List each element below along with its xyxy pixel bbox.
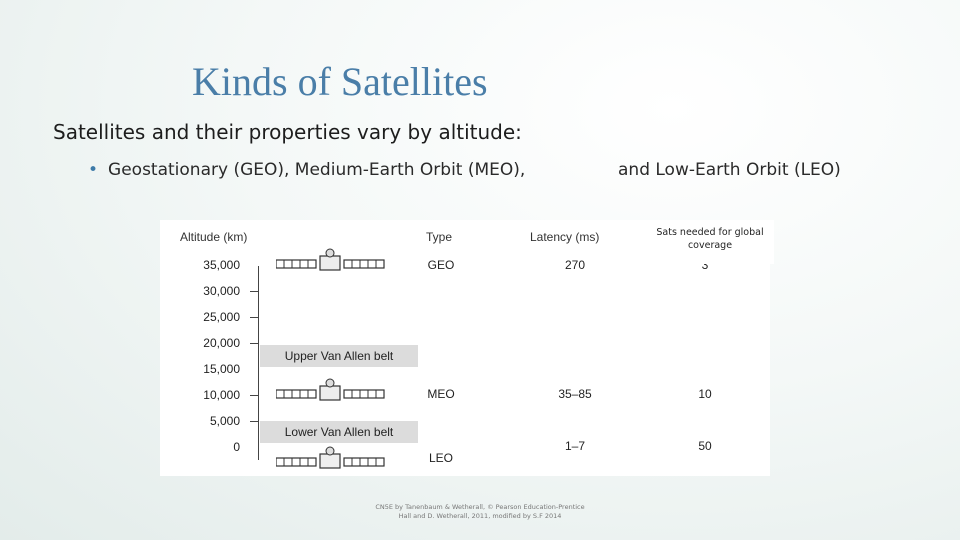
axis-tick xyxy=(250,421,259,422)
footer-line1: CN5E by Tanenbaum & Wetherall, © Pearson… xyxy=(375,503,585,511)
row-type: LEO xyxy=(428,451,453,465)
row-sats-needed: 3 xyxy=(701,258,709,272)
row-sats-needed: 10 xyxy=(698,387,712,401)
satellite-icon xyxy=(276,446,385,469)
altitude-tick-label: 5,000 xyxy=(209,414,240,428)
axis-tick xyxy=(250,395,259,396)
lower-van-allen-belt: Lower Van Allen belt xyxy=(260,421,418,443)
sats-needed-header: Sats needed for global coverage xyxy=(646,220,774,264)
axis-tick xyxy=(250,291,259,292)
slide-subtitle: Satellites and their properties vary by … xyxy=(53,120,522,144)
altitude-tick-label: 15,000 xyxy=(203,362,240,376)
row-type: MEO xyxy=(427,387,455,401)
row-sats-needed: 50 xyxy=(698,439,712,453)
footer-line2: Hall and D. Wetherall, 2011, modified by… xyxy=(398,512,562,520)
header-latency: Latency (ms) xyxy=(530,230,600,244)
satellite-icon xyxy=(276,248,385,271)
bullet-item: • Geostationary (GEO), Medium-Earth Orbit… xyxy=(88,160,841,180)
row-latency: 270 xyxy=(564,258,586,272)
row-latency: 35–85 xyxy=(558,387,592,401)
altitude-axis xyxy=(258,266,259,460)
bullet-dot-icon: • xyxy=(88,160,99,180)
bullet-text-part1: Geostationary (GEO), Medium-Earth Orbit … xyxy=(108,160,526,180)
upper-van-allen-belt: Upper Van Allen belt xyxy=(260,345,418,367)
altitude-tick-label: 0 xyxy=(233,440,240,454)
slide-footer: CN5E by Tanenbaum & Wetherall, © Pearson… xyxy=(360,503,600,521)
altitude-tick-label: 35,000 xyxy=(203,258,240,272)
bullet-text-part2: and Low-Earth Orbit (LEO) xyxy=(618,160,841,180)
row-latency: 1–7 xyxy=(564,439,586,453)
altitude-tick-label: 30,000 xyxy=(203,284,240,298)
slide-title: Kinds of Satellites xyxy=(192,59,488,104)
satellite-icon xyxy=(276,378,385,401)
axis-tick xyxy=(250,317,259,318)
altitude-tick-label: 10,000 xyxy=(203,388,240,402)
header-type: Type xyxy=(426,230,453,244)
axis-tick xyxy=(250,343,259,344)
row-type: GEO xyxy=(427,258,455,272)
altitude-tick-label: 20,000 xyxy=(203,336,240,350)
header-altitude: Altitude (km) xyxy=(180,230,248,244)
altitude-tick-label: 25,000 xyxy=(203,310,240,324)
